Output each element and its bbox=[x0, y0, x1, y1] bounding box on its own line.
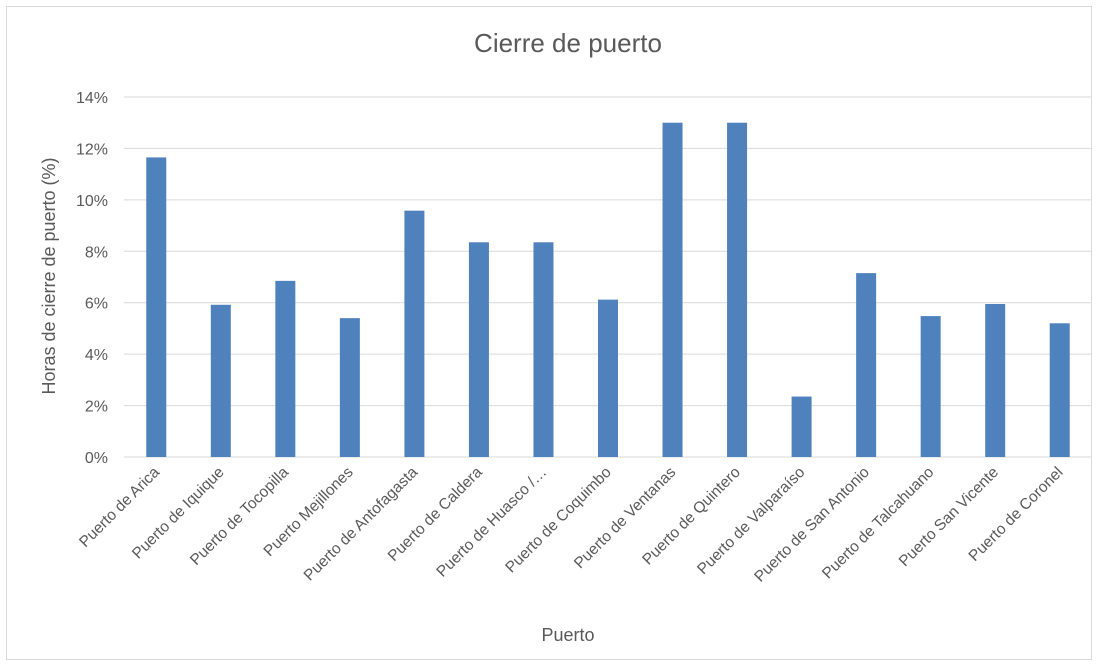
chart-title: Cierre de puerto bbox=[474, 28, 662, 58]
y-tick-label: 4% bbox=[85, 347, 108, 364]
bar bbox=[339, 318, 360, 457]
y-tick-label: 2% bbox=[85, 399, 108, 416]
bar bbox=[533, 242, 554, 457]
y-tick-label: 6% bbox=[85, 296, 108, 313]
x-category-label: Puerto de Huasco /… bbox=[433, 464, 550, 581]
bar bbox=[210, 304, 231, 457]
bar bbox=[598, 299, 618, 457]
bar bbox=[985, 304, 1006, 457]
bar bbox=[468, 242, 489, 457]
x-category-label: Puerto de Antofagasta bbox=[301, 464, 422, 585]
bar bbox=[920, 316, 941, 457]
bar bbox=[1049, 323, 1070, 457]
bar bbox=[404, 210, 425, 457]
y-tick-label: 14% bbox=[76, 90, 108, 107]
bar bbox=[275, 280, 296, 457]
y-axis-tick-labels: 0% 2% 4% 6% 8% 10% 12% 14% bbox=[76, 90, 108, 467]
x-category-label: Puerto de Talcahuano bbox=[819, 464, 937, 582]
y-tick-label: 10% bbox=[76, 193, 108, 210]
x-axis-title: Puerto bbox=[541, 625, 594, 645]
y-tick-label: 0% bbox=[85, 450, 108, 467]
bar bbox=[662, 122, 683, 457]
bar bbox=[146, 157, 167, 457]
y-axis-title: Horas de cierre de puerto (%) bbox=[39, 157, 59, 394]
bar bbox=[856, 273, 877, 457]
bar bbox=[727, 122, 748, 457]
x-category-label: Puerto de Valparaíso bbox=[694, 464, 808, 578]
y-tick-label: 12% bbox=[76, 141, 108, 158]
x-category-label: Puerto de San Antonio bbox=[751, 464, 873, 586]
bar bbox=[791, 396, 812, 457]
x-category-label: Puerto de Coquimbo bbox=[502, 464, 615, 577]
bars bbox=[146, 122, 1070, 457]
y-tick-label: 8% bbox=[85, 244, 108, 261]
